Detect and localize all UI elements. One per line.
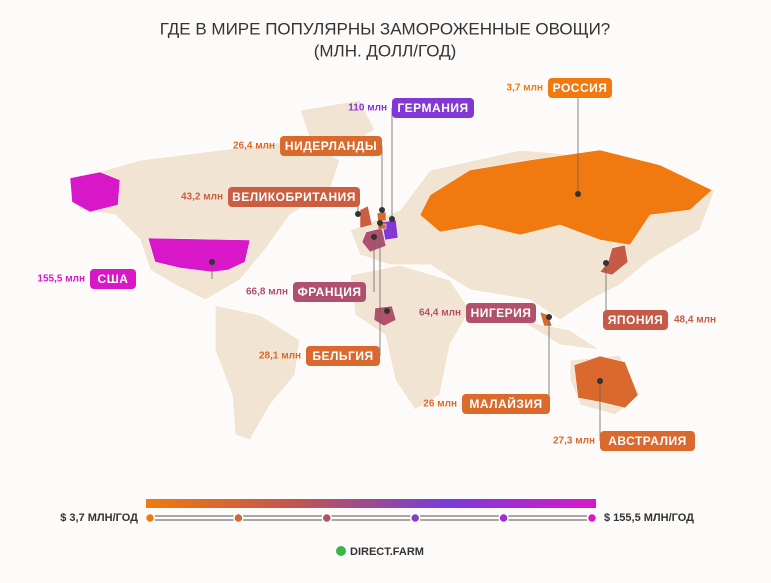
value-label: 43,2 млн: [181, 192, 223, 203]
country: [69, 171, 121, 213]
scale-dot: [586, 512, 598, 524]
south-america: [214, 304, 301, 441]
north-america: [69, 139, 341, 301]
indonesia: [519, 319, 601, 351]
country: [373, 305, 397, 327]
value-label: 27,3 млн: [553, 436, 595, 447]
scale-bar: [146, 499, 596, 508]
pin: [384, 308, 390, 314]
pin: [597, 378, 603, 384]
scale-dot: [409, 512, 421, 524]
value-label: 26 млн: [423, 399, 457, 410]
country-tag: [392, 98, 474, 118]
country-name: МАЛАЙЗИЯ: [469, 396, 542, 411]
country-tag: [603, 310, 668, 330]
pin: [377, 220, 383, 226]
countries: [69, 149, 713, 409]
country-name: ВЕЛИКОБРИТАНИЯ: [232, 190, 356, 204]
pin: [575, 191, 581, 197]
pin: [355, 211, 361, 217]
country-name: ЯПОНИЯ: [608, 313, 664, 327]
country-name: НИГЕРИЯ: [471, 306, 532, 320]
country-name: ГЕРМАНИЯ: [397, 101, 468, 115]
country-tag: [280, 136, 382, 156]
country: [147, 237, 251, 273]
pin: [389, 216, 395, 222]
title-line: (МЛН. ДОЛЛ/ГОД): [314, 41, 457, 60]
value-label: 64,4 млн: [419, 308, 461, 319]
scale-dots: [144, 512, 598, 524]
country: [359, 205, 373, 229]
country-name: ФРАНЦИЯ: [297, 285, 361, 299]
brand-icon: [336, 546, 346, 556]
value-label: 48,4 млн: [674, 315, 716, 326]
pin: [546, 314, 552, 320]
value-label: 155,5 млн: [37, 274, 85, 285]
labels: РОССИЯ 3,7 млн ГЕРМАНИЯ 110 млн НИДЕРЛАНДЫ 26…: [37, 78, 716, 451]
scale-dot: [498, 512, 509, 524]
country-name: НИДЕРЛАНДЫ: [285, 139, 377, 153]
scale-dot: [321, 512, 333, 524]
value-label: 110 млн: [348, 103, 387, 114]
scale-min-label: $ 3,7 МЛН/ГОД: [60, 512, 138, 524]
scale-dot: [233, 512, 244, 524]
value-label: 66,8 млн: [246, 287, 288, 298]
pin: [371, 234, 377, 240]
country-name: БЕЛЬГИЯ: [312, 349, 373, 363]
country-tag: [293, 282, 366, 302]
country: [573, 355, 639, 409]
country-tag: [306, 346, 380, 366]
title-line: ГДЕ В МИРЕ ПОПУЛЯРНЫ ЗАМОРОЖЕННЫЕ ОВОЩИ?: [160, 19, 611, 38]
country-name: АВСТРАЛИЯ: [608, 434, 687, 448]
pin: [209, 259, 215, 265]
country-tag: [462, 394, 550, 414]
brand: DIRECT.FARM: [350, 546, 424, 558]
country-tag: [548, 78, 612, 98]
value-label: 26,4 млн: [233, 141, 275, 152]
value-label: 28,1 млн: [259, 351, 301, 362]
scale-dot: [144, 512, 156, 524]
country-tag: [600, 431, 695, 451]
country-name: РОССИЯ: [553, 81, 608, 95]
pin: [379, 207, 385, 213]
country-tag: [90, 269, 136, 289]
country: [381, 219, 399, 241]
country-tag: [466, 303, 536, 323]
value-label: 3,7 млн: [507, 83, 543, 94]
country: [419, 149, 713, 246]
country-tag: [228, 187, 360, 207]
scale-max-label: $ 155,5 МЛН/ГОД: [604, 512, 694, 524]
pin: [603, 260, 609, 266]
country-name: США: [98, 272, 129, 286]
country: [376, 211, 387, 222]
